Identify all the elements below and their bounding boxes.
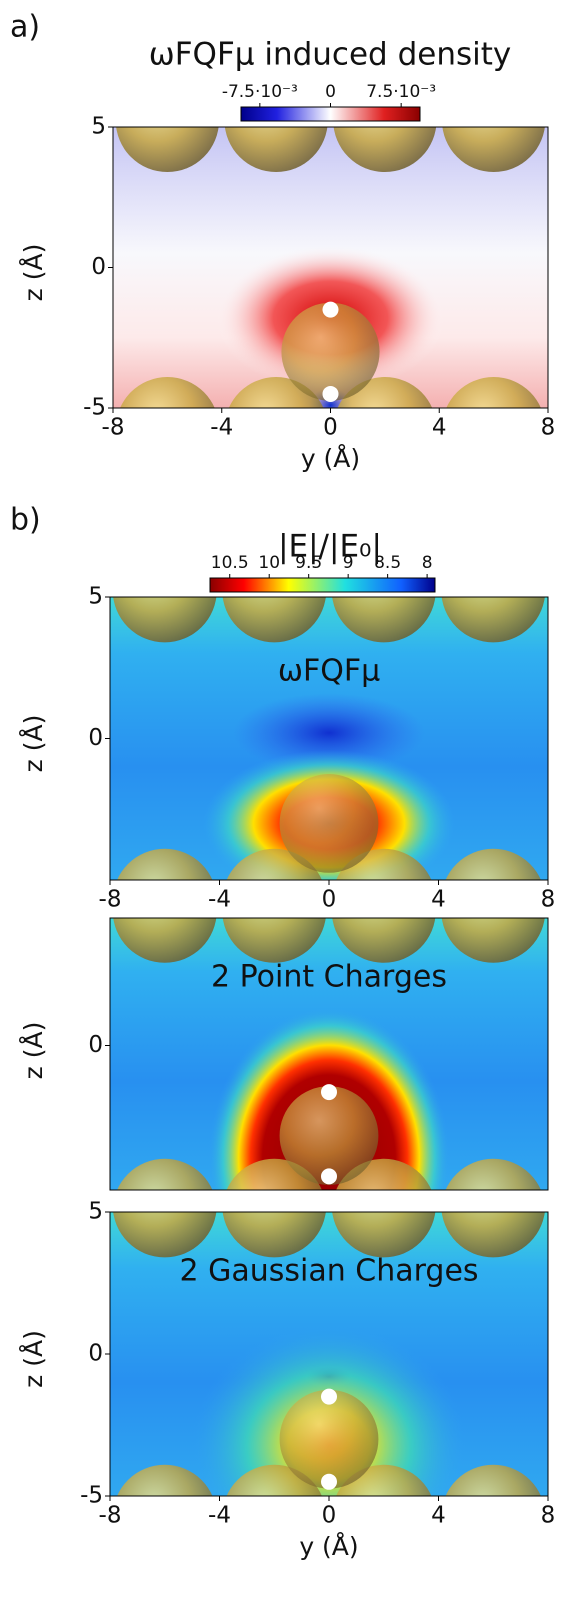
x-tick-label: 0: [322, 887, 337, 913]
colorbar-tick-label: -7.5·10⁻³: [222, 82, 298, 102]
colorbar-tick-label: 9: [343, 553, 354, 573]
colorbar-tick-label: 0: [325, 82, 336, 102]
y-axis-label: z (Å): [19, 715, 48, 773]
charge: [321, 1084, 337, 1100]
x-tick-label: 8: [541, 1503, 556, 1529]
y-tick-label: -5: [83, 395, 106, 421]
panel-title: |E|/|E₀|: [278, 529, 382, 565]
panel-title: ωFQFμ induced density: [149, 37, 512, 73]
y-tick-label: 5: [88, 1199, 103, 1225]
y-tick-label: 0: [91, 254, 106, 280]
panel-label: b): [10, 503, 41, 538]
panel-label: a): [10, 10, 40, 45]
charge: [323, 302, 339, 318]
charge: [321, 1168, 337, 1184]
atom: [116, 377, 219, 480]
y-tick-label: -5: [80, 1483, 103, 1509]
x-tick-label: 0: [322, 1503, 337, 1529]
y-tick-label: 5: [91, 114, 106, 140]
y-axis-label: z (Å): [19, 244, 48, 302]
atom: [442, 377, 545, 480]
y-tick-label: 0: [88, 1032, 103, 1058]
atom: [441, 538, 545, 642]
colorbar-tick-label: 8: [422, 553, 433, 573]
charge: [321, 1474, 337, 1490]
figure: a) ωFQFμ induced density -7.5·10⁻³ 0 7.5·10⁻…: [0, 0, 573, 1614]
y-tick-label: 0: [88, 725, 103, 751]
y-axis-label: z (Å): [19, 1330, 48, 1388]
atom: [116, 69, 219, 172]
x-tick-label: -8: [99, 887, 122, 913]
atom: [442, 69, 545, 172]
atom: [280, 1390, 379, 1489]
atom: [113, 1465, 217, 1569]
colorbar-tick-label: 10: [258, 553, 280, 573]
x-axis-label: y (Å): [301, 444, 360, 473]
x-tick-label: 4: [431, 1503, 446, 1529]
charge: [321, 1389, 337, 1405]
x-tick-label: -4: [208, 887, 231, 913]
atom: [280, 774, 379, 873]
y-tick-label: 0: [88, 1341, 103, 1367]
x-tick-label: 8: [541, 887, 556, 913]
plot-annotation: ωFQFμ: [278, 654, 380, 689]
colorbar: [210, 578, 435, 592]
colorbar-tick-label: 9.5: [295, 553, 322, 573]
x-tick-label: 8: [541, 415, 556, 441]
y-axis-label: z (Å): [19, 1022, 48, 1080]
x-tick-label: 4: [431, 887, 446, 913]
colorbar: [241, 107, 420, 121]
x-axis-label: y (Å): [299, 1532, 358, 1561]
plot-annotation: 2 Point Charges: [211, 960, 447, 995]
atom: [441, 1465, 545, 1569]
y-tick-label: 5: [88, 584, 103, 610]
plot-annotation: 2 Gaussian Charges: [179, 1254, 478, 1289]
colorbar-tick-label: 8.5: [374, 553, 401, 573]
colorbar-tick-label: 10.5: [211, 553, 249, 573]
x-tick-label: -4: [210, 415, 233, 441]
x-tick-label: 0: [323, 415, 338, 441]
charge: [323, 386, 339, 402]
atom: [113, 538, 217, 642]
x-tick-label: 4: [432, 415, 447, 441]
colorbar-tick-label: 7.5·10⁻³: [366, 82, 436, 102]
x-tick-label: -4: [208, 1503, 231, 1529]
